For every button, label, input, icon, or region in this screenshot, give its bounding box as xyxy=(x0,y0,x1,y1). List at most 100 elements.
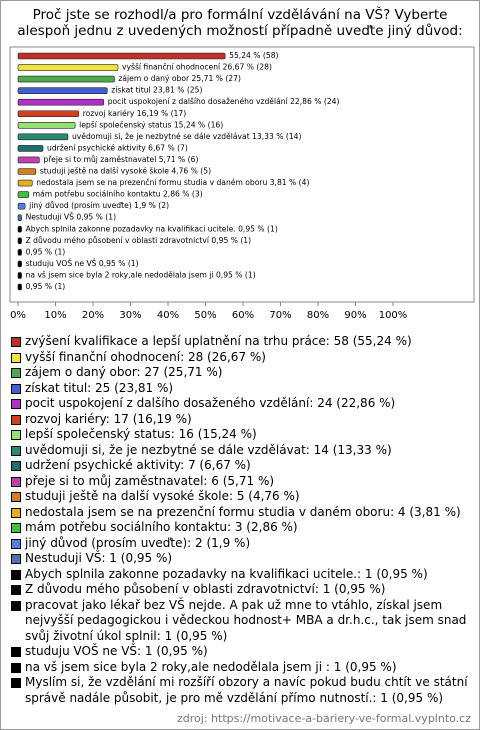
legend-label: přeje si to můj zaměstnavatel: 6 (5,71 %… xyxy=(25,473,275,488)
x-tick-label: 30% xyxy=(119,310,141,321)
bar xyxy=(17,225,22,233)
x-tick-label: 0% xyxy=(10,310,26,321)
value-label: pocit uspokojení z dalšího dosaženého vz… xyxy=(108,97,340,106)
legend-label: zvýšení kvalifikace a lepší uplatnění na… xyxy=(25,334,412,348)
bar xyxy=(17,133,69,141)
bar xyxy=(17,145,44,152)
legend-swatch xyxy=(11,337,21,347)
legend-item: lepší společenský status: 16 (15,24 %) xyxy=(11,427,473,443)
legend-item: Myslím si, že vzdělání mi rozšíří obzory… xyxy=(11,675,473,706)
value-label: jiný důvod (prosím uveďte) 1,9 % (2) xyxy=(28,201,169,210)
legend-label: Abych splnila zakonne pozadavky na kvali… xyxy=(25,566,428,581)
value-label: Nestuduji VŠ 0,95 % (1) xyxy=(26,213,117,222)
legend-swatch xyxy=(11,492,21,502)
value-label: 0,95 % (1) xyxy=(26,247,66,256)
legend-item: studuji ještě na další vysoké škole: 5 (… xyxy=(11,489,473,505)
legend-item: Abych splnila zakonne pozadavky na kvali… xyxy=(11,567,473,583)
bar xyxy=(17,64,119,71)
value-label: lepší společenský status 15,24 % (16) xyxy=(79,120,223,129)
bar xyxy=(17,156,40,164)
legend-item: studuju VOŠ ne VŠ: 1 (0,95 %) xyxy=(11,644,473,660)
bar xyxy=(17,237,22,245)
value-label: mám potřebu sociálního kontaktu 2,86 % (… xyxy=(33,190,203,199)
legend-item: mám potřebu sociálního kontaktu: 3 (2,86… xyxy=(11,520,473,536)
bar xyxy=(17,52,226,60)
legend-swatch xyxy=(11,476,21,487)
bar xyxy=(17,214,22,221)
x-tick-label: 50% xyxy=(194,310,216,321)
bar xyxy=(17,249,22,256)
legend-label: studuju VOŠ ne VŠ: 1 (0,95 %) xyxy=(25,644,208,658)
bar xyxy=(17,87,108,94)
legend-swatch xyxy=(11,430,21,440)
legend-item: pocit uspokojení z dalšího dosaženého vz… xyxy=(11,396,473,412)
x-tick-label: 100% xyxy=(379,310,408,321)
x-tick-label: 60% xyxy=(232,310,254,321)
legend: zvýšení kvalifikace a lepší uplatnění na… xyxy=(11,334,473,706)
legend-item: uvědomuji si, že je nezbytné se dále vzd… xyxy=(11,443,473,459)
legend-swatch xyxy=(11,678,21,688)
legend-item: vyšší finanční ohodnocení: 28 (26,67 %) xyxy=(11,350,473,366)
chart-title: Proč jste se rozhodl/a pro formální vzdě… xyxy=(17,7,463,39)
source: zdroj: https://motivace-a-bariery-ve-for… xyxy=(177,712,471,725)
value-label: přeje si to můj zaměstnavatel 5,71 % (6) xyxy=(43,155,198,164)
legend-label: nedostala jsem se na prezenční formu stu… xyxy=(25,504,461,519)
bar xyxy=(17,122,76,129)
legend-swatch xyxy=(11,352,21,363)
legend-label: vyšší finanční ohodnocení: 28 (26,67 %) xyxy=(25,349,266,364)
legend-swatch xyxy=(11,523,21,533)
legend-label: pocit uspokojení z dalšího dosaženého vz… xyxy=(25,396,396,410)
legend-item: zvýšení kvalifikace a lepší uplatnění na… xyxy=(11,334,473,350)
legend-swatch xyxy=(11,461,21,471)
value-label: Z důvodu mého působení v oblasti zdravot… xyxy=(26,236,252,245)
value-label: rozvoj kariéry 16,19 % (17) xyxy=(83,109,187,118)
value-label: zájem o daný obor 25,71 % (27) xyxy=(118,74,241,83)
x-tick-label: 40% xyxy=(157,310,179,321)
bar xyxy=(17,272,22,279)
bar xyxy=(17,283,22,291)
legend-swatch xyxy=(11,662,21,673)
legend-swatch xyxy=(11,399,21,409)
value-label: získat titul 23,81 % (25) xyxy=(111,86,202,95)
value-label: na vš jsem sice byla 2 roky,ale nedoděla… xyxy=(26,270,256,279)
legend-swatch xyxy=(11,507,21,518)
legend-swatch xyxy=(11,383,21,394)
x-tick-label: 10% xyxy=(44,310,66,321)
legend-item: přeje si to můj zaměstnavatel: 6 (5,71 %… xyxy=(11,474,473,490)
legend-item: na vš jsem sice byla 2 roky,ale nedoděla… xyxy=(11,660,473,676)
value-label: vyšší finanční ohodnocení 26,67 % (28) xyxy=(122,63,272,72)
legend-swatch xyxy=(11,647,21,657)
legend-swatch xyxy=(11,569,21,580)
legend-label: na vš jsem sice byla 2 roky,ale nedoděla… xyxy=(25,659,397,674)
legend-item: rozvoj kariéry: 17 (16,19 %) xyxy=(11,412,473,428)
value-label: uvědomuji si, že je nezbytné se dále vzd… xyxy=(72,132,302,141)
legend-label: mám potřebu sociálního kontaktu: 3 (2,86… xyxy=(25,520,298,534)
bar xyxy=(17,260,22,268)
x-tick-label: 80% xyxy=(307,310,329,321)
legend-item: Z důvodu mého působení v oblasti zdravot… xyxy=(11,582,473,598)
legend-label: Nestuduji VŠ: 1 (0,95 %) xyxy=(25,551,173,565)
bar xyxy=(17,179,33,187)
legend-item: udržení psychické aktivity: 7 (6,67 %) xyxy=(11,458,473,474)
legend-label: získat titul: 25 (23,81 %) xyxy=(25,380,174,395)
x-tick-label: 90% xyxy=(344,310,366,321)
bar xyxy=(17,75,115,83)
legend-item: nedostala jsem se na prezenční formu stu… xyxy=(11,505,473,521)
legend-item: Nestuduji VŠ: 1 (0,95 %) xyxy=(11,551,473,567)
plot: 0% 10% 20% 30% 40% 50% 60% 70% 80% 90% 100% 55,24 %… xyxy=(9,46,475,321)
legend-swatch xyxy=(11,368,21,378)
legend-label: zájem o daný obor: 27 (25,71 %) xyxy=(25,365,223,379)
bar xyxy=(17,202,26,210)
value-label: udržení psychické aktivity 6,67 % (7) xyxy=(47,143,188,152)
x-tick-label: 20% xyxy=(82,310,104,321)
legend-swatch xyxy=(11,585,21,595)
legend-label: udržení psychické aktivity: 7 (6,67 %) xyxy=(25,458,251,472)
value-label: 0,95 % (1) xyxy=(26,282,66,291)
x-tick-label: 70% xyxy=(269,310,291,321)
legend-swatch xyxy=(11,445,21,456)
value-label: nedostala jsem se na prezenční formu stu… xyxy=(36,178,309,187)
value-label: Abych splnila zakonne pozadavky na kvali… xyxy=(26,224,278,233)
legend-label: Myslím si, že vzdělání mi rozšíří obzory… xyxy=(25,675,468,705)
legend-label: uvědomuji si, že je nezbytné se dále vzd… xyxy=(25,442,392,457)
